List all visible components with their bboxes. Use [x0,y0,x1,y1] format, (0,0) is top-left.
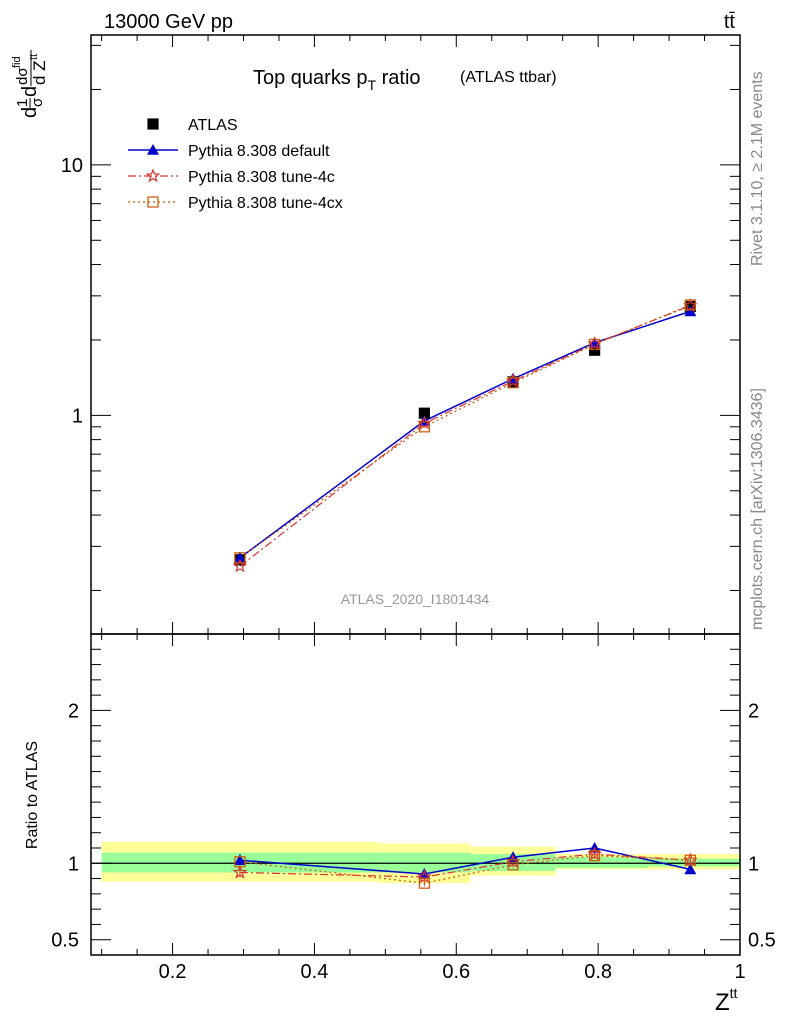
point-tune4c [587,336,602,351]
analysis-watermark: ATLAS_2020_I1801434 [341,591,490,607]
y-label-part: σ [29,97,46,107]
x-tick-label: 0.6 [442,961,470,983]
x-tick-label: 0.8 [584,961,612,983]
ratio-point-tune4c [587,846,602,861]
band-inner-4 [647,858,740,867]
y-tick-label: 10 [61,155,83,177]
legend-label: ATLAS [188,117,238,134]
x-tick-label: 0.4 [301,961,329,983]
ratio-point-default [684,863,697,875]
point-default [684,305,697,317]
legend-label: Pythia 8.308 tune-4cx [188,195,343,212]
point-tune4c [232,558,248,573]
ratio-point-tune4cx [234,856,246,868]
x-tick-label: 1 [734,961,745,983]
legend: ATLAS Pythia 8.308 default Pythia 8.308 tu… [128,117,343,212]
ratio-point-tune4cx [588,850,601,862]
y-label-part: d Z [30,60,49,85]
y-label-part: d [19,107,41,118]
ratio-point-tune4c [683,852,698,867]
ratio-y-axis-label: Ratio to ATLAS [24,741,41,849]
point-tune4cx [684,299,696,311]
legend-marker-tune4c [145,168,161,183]
band-inner-1 [378,852,471,873]
series-markers [145,118,698,889]
ratio-y-tick-label-right: 0.5 [748,930,776,952]
point-tune4c [683,298,698,312]
x-tick-label: 0.2 [159,961,187,983]
point-default [233,551,246,563]
ratio-point-tune4c [417,869,432,884]
line-default [239,310,691,559]
point-tune4cx [507,377,519,389]
x-axis-label: Ztt [715,985,738,1016]
ratio-point-default [233,854,246,866]
rivet-version-label: Rivet 3.1.10, ≥ 2.1M events [749,71,766,266]
mcplots-label: mcplots.cern.ch [arXiv:1306.3436] [749,388,766,630]
point-tune4c [505,373,521,388]
point-tune4cx [418,421,430,433]
y-label-part: dσ [14,67,31,85]
legend-label: Pythia 8.308 tune-4c [188,169,335,186]
y-label-part: tt [28,54,40,60]
y-tick-label: 1 [72,405,83,427]
ratio-y-tick-label: 0.5 [51,930,79,952]
ratio-point-tune4cx [418,877,430,889]
y-label-part: d [19,86,41,97]
chart-title: Top quarks pT ratio [253,67,421,93]
line-tune4cx [239,304,691,559]
legend-label: Pythia 8.308 default [188,143,330,160]
ratio-y-tick-label-right: 1 [748,853,759,875]
ratio-point-tune4cx [507,859,519,871]
y-label-part: 1 [14,99,31,107]
y-label-part: fid [11,56,23,68]
line-tune4c [239,305,691,567]
ratio-frame [90,633,741,956]
chart-title-note: (ATLAS ttbar) [460,69,557,86]
ratio-y-tick-label: 1 [68,853,79,875]
legend-marker-atlas [147,118,159,130]
axes [90,34,741,956]
ratio-point-tune4c [232,864,248,879]
band-inner-3 [555,857,648,868]
point-tune4cx [588,338,601,350]
point-tune4cx [234,552,246,564]
ratio-point-tune4cx [684,854,696,866]
energy-label: 13000 GeV pp [104,11,233,33]
ratio-y-tick-label: 2 [68,700,79,722]
process-label: tt̄ [724,11,736,33]
ratio-y-tick-label-right: 2 [748,700,759,722]
ratio-point-default [418,867,431,879]
